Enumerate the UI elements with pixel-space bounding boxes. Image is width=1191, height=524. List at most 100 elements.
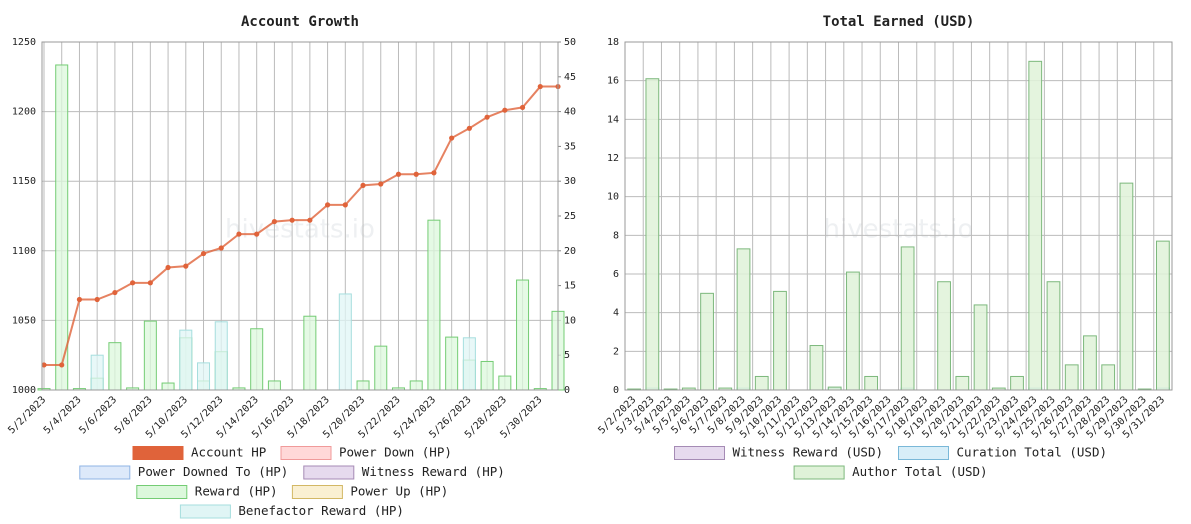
bar: [90, 354, 104, 391]
point: [360, 182, 366, 188]
bar: [480, 360, 494, 391]
y2-tick-label: 25: [564, 211, 576, 222]
bar: [846, 271, 860, 391]
bar: [937, 281, 951, 391]
y-tick-label: 1150: [12, 176, 36, 187]
bar: [427, 219, 441, 391]
legend-label: Curation Total (USD): [957, 445, 1108, 460]
bar: [445, 336, 459, 391]
bar: [516, 279, 530, 391]
bar: [267, 380, 281, 391]
point: [324, 202, 331, 208]
y2-tick-label: 30: [564, 176, 576, 187]
bar: [303, 315, 317, 391]
bar: [179, 329, 193, 391]
point: [76, 296, 83, 303]
legend-swatch: [79, 465, 131, 480]
bar: [462, 337, 476, 391]
chart-title: Total Earned (USD): [823, 14, 975, 30]
bar: [700, 292, 714, 391]
point: [342, 202, 348, 208]
plot-frame: [41, 41, 559, 391]
legend-swatch: [303, 465, 355, 480]
y2-tick-label: 50: [564, 37, 576, 48]
y-tick-label: 14: [607, 114, 619, 125]
point: [289, 217, 295, 223]
y2-tick-label: 15: [564, 281, 576, 292]
point: [147, 280, 153, 286]
chart-title: Account Growth: [241, 14, 359, 30]
plot-frame: [624, 41, 1173, 391]
point: [413, 171, 419, 177]
point: [307, 217, 313, 223]
legend-label: Author Total (USD): [852, 464, 987, 479]
bar: [498, 375, 512, 391]
legend-swatch: [793, 465, 845, 480]
legend-swatch: [291, 485, 343, 499]
bar: [645, 78, 660, 391]
point: [59, 362, 65, 368]
point: [466, 125, 472, 131]
y-tick-label: 10: [607, 192, 619, 203]
legend-label: Power Downed To (HP): [138, 464, 289, 479]
legend-swatch: [136, 485, 188, 499]
point: [183, 263, 189, 269]
y2-tick-label: 40: [564, 107, 576, 118]
point: [218, 245, 224, 251]
legend-label: Reward (HP): [195, 484, 278, 499]
bar: [1101, 364, 1116, 391]
y2-tick-label: 5: [564, 350, 570, 361]
y-tick-label: 1050: [12, 315, 36, 326]
y2-tick-label: 45: [564, 72, 576, 83]
bar: [973, 304, 988, 391]
point: [537, 83, 543, 90]
y-tick-label: 4: [613, 308, 619, 319]
legend-label: Power Up (HP): [350, 484, 448, 499]
point: [431, 170, 437, 176]
bar: [1083, 335, 1097, 391]
point: [502, 107, 508, 113]
y2-tick-label: 20: [564, 246, 576, 257]
point: [94, 296, 100, 303]
bar: [250, 328, 264, 391]
bar: [864, 375, 879, 391]
bar: [161, 382, 175, 391]
y-tick-label: 8: [613, 230, 619, 241]
y-tick-label: 6: [613, 269, 619, 280]
y-tick-label: 1200: [12, 107, 36, 118]
bar: [1064, 364, 1079, 391]
y-tick-label: 1000: [12, 385, 36, 396]
y-tick-label: 18: [607, 37, 619, 48]
y2-tick-label: 0: [564, 385, 570, 396]
legend-swatch: [674, 446, 725, 460]
legend-label: Power Down (HP): [339, 445, 452, 460]
legend-label: Account HP: [191, 445, 266, 460]
bar: [108, 342, 122, 391]
legend-label: Witness Reward (USD): [733, 445, 884, 460]
bar: [900, 246, 915, 391]
y-tick-label: 0: [613, 385, 619, 396]
point: [449, 135, 455, 141]
legend-label: Benefactor Reward (HP): [238, 503, 404, 518]
legend-swatch: [280, 446, 332, 460]
y-tick-label: 1100: [12, 246, 36, 257]
bar: [143, 320, 157, 391]
point: [395, 171, 402, 177]
y-tick-label: 1250: [12, 37, 36, 48]
point: [519, 104, 526, 111]
bar: [1010, 375, 1024, 391]
bar: [773, 290, 787, 391]
y-tick-label: 12: [607, 153, 619, 164]
watermark: hivestats.io: [225, 215, 375, 245]
bar: [356, 380, 370, 391]
legend-swatch: [132, 446, 184, 460]
bar: [1028, 60, 1043, 391]
bar: [55, 64, 69, 391]
y2-tick-label: 10: [564, 315, 576, 326]
point: [236, 231, 242, 237]
point: [200, 250, 207, 257]
bar: [809, 345, 824, 391]
line: [44, 85, 558, 366]
bar: [736, 248, 751, 391]
bar: [214, 321, 228, 391]
